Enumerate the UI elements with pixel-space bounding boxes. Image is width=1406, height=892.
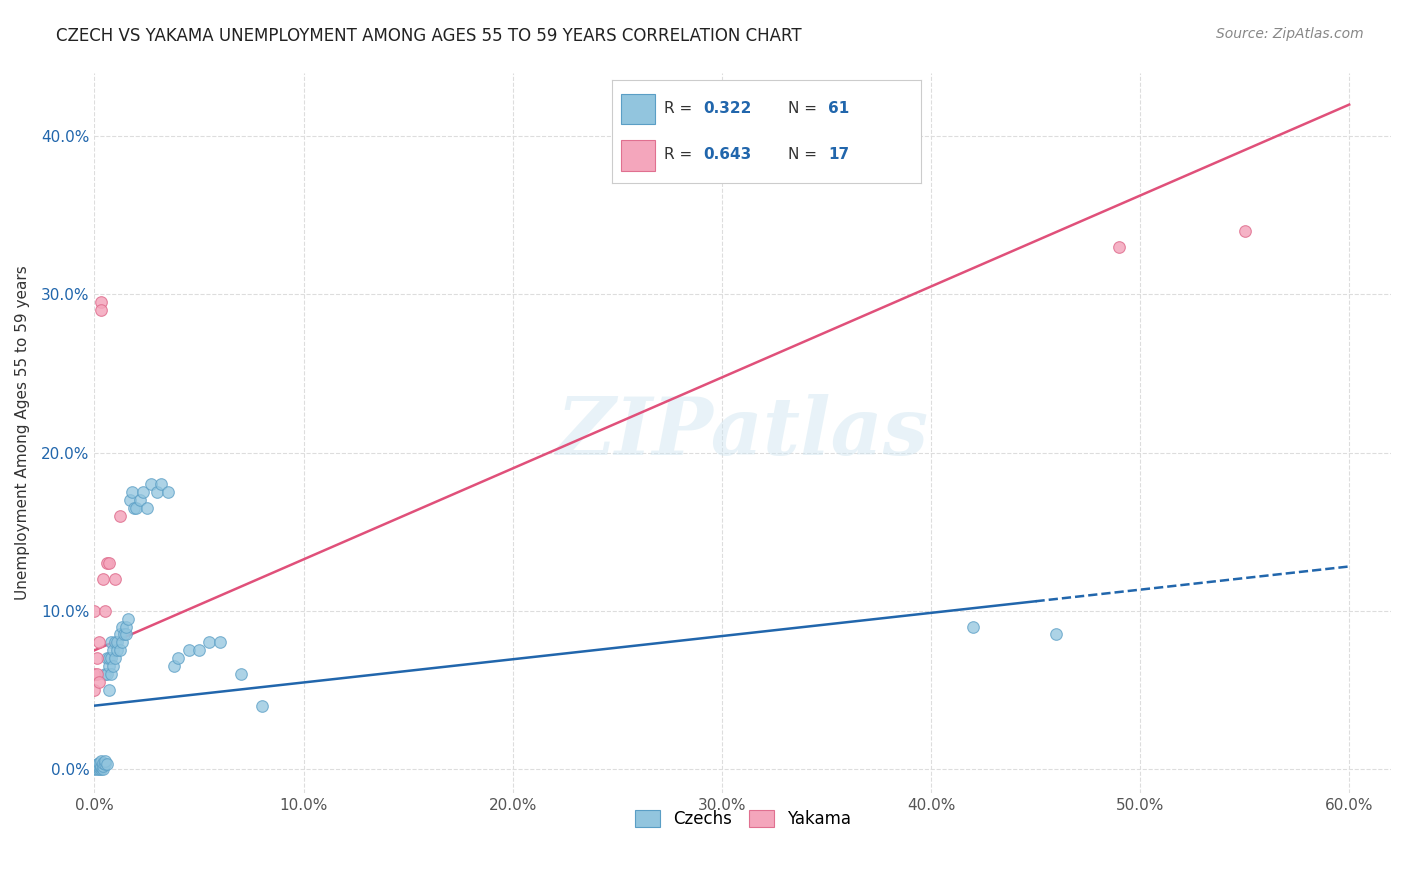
Point <box>90 754 112 768</box>
Point <box>150 477 173 491</box>
Point <box>118 493 141 508</box>
Point <box>103 643 125 657</box>
Point <box>94 667 117 681</box>
Point <box>94 757 117 772</box>
Point <box>90 760 112 774</box>
FancyBboxPatch shape <box>621 140 655 170</box>
Point <box>96 757 118 772</box>
Point <box>87 762 110 776</box>
Point <box>87 635 110 649</box>
Text: N =: N = <box>787 147 821 162</box>
Point <box>98 682 121 697</box>
Point <box>208 635 231 649</box>
Point <box>87 760 110 774</box>
Point <box>131 485 153 500</box>
Point <box>108 627 131 641</box>
Point <box>156 485 179 500</box>
Point <box>100 635 122 649</box>
Point <box>115 619 138 633</box>
Point <box>98 557 121 571</box>
Point <box>90 758 112 772</box>
Point <box>87 675 110 690</box>
Point <box>98 659 121 673</box>
Point <box>94 754 117 768</box>
Point <box>86 757 108 772</box>
Text: CZECH VS YAKAMA UNEMPLOYMENT AMONG AGES 55 TO 59 YEARS CORRELATION CHART: CZECH VS YAKAMA UNEMPLOYMENT AMONG AGES … <box>56 27 801 45</box>
Text: Source: ZipAtlas.com: Source: ZipAtlas.com <box>1216 27 1364 41</box>
Point <box>250 698 273 713</box>
Point <box>90 303 112 318</box>
Point <box>111 619 134 633</box>
Point <box>83 604 105 618</box>
Point <box>86 651 108 665</box>
Point <box>100 667 122 681</box>
Point <box>167 651 190 665</box>
Point <box>1045 627 1067 641</box>
Point <box>122 500 145 515</box>
Point <box>91 756 114 770</box>
Point <box>83 682 105 697</box>
Point <box>163 659 186 673</box>
Point <box>104 572 127 586</box>
Point <box>83 758 105 772</box>
Point <box>108 508 131 523</box>
Point <box>139 477 162 491</box>
Point <box>90 762 112 776</box>
Text: N =: N = <box>787 101 821 116</box>
Point <box>107 643 129 657</box>
Point <box>112 627 135 641</box>
Point <box>91 758 114 772</box>
Point <box>83 667 105 681</box>
Text: 0.643: 0.643 <box>703 147 751 162</box>
Point <box>87 756 110 770</box>
Text: R =: R = <box>664 101 697 116</box>
Point <box>135 500 157 515</box>
Point <box>103 659 125 673</box>
Point <box>86 762 108 776</box>
Point <box>96 667 118 681</box>
Point <box>146 485 169 500</box>
FancyBboxPatch shape <box>621 94 655 124</box>
Point <box>129 493 152 508</box>
Point <box>104 635 127 649</box>
Text: ZIPatlas: ZIPatlas <box>557 394 929 472</box>
Point <box>962 619 984 633</box>
Point <box>229 667 252 681</box>
Point <box>108 643 131 657</box>
Text: 61: 61 <box>828 101 849 116</box>
Point <box>188 643 211 657</box>
Point <box>91 762 114 776</box>
Text: R =: R = <box>664 147 697 162</box>
Point <box>86 667 108 681</box>
Point <box>177 643 200 657</box>
Point <box>198 635 221 649</box>
Legend: Czechs, Yakama: Czechs, Yakama <box>628 803 858 835</box>
Point <box>98 651 121 665</box>
Point <box>115 627 138 641</box>
Y-axis label: Unemployment Among Ages 55 to 59 years: Unemployment Among Ages 55 to 59 years <box>15 266 30 600</box>
Point <box>100 651 122 665</box>
Text: 17: 17 <box>828 147 849 162</box>
Point <box>83 762 105 776</box>
Point <box>1233 224 1256 238</box>
Point <box>1108 240 1130 254</box>
Point <box>96 651 118 665</box>
Point <box>111 635 134 649</box>
Point <box>96 557 118 571</box>
Point <box>117 612 139 626</box>
Point <box>91 572 114 586</box>
Point <box>121 485 143 500</box>
Point <box>107 635 129 649</box>
Point <box>90 295 112 310</box>
Point <box>125 500 148 515</box>
Point <box>94 604 117 618</box>
Text: 0.322: 0.322 <box>703 101 751 116</box>
Point <box>104 651 127 665</box>
